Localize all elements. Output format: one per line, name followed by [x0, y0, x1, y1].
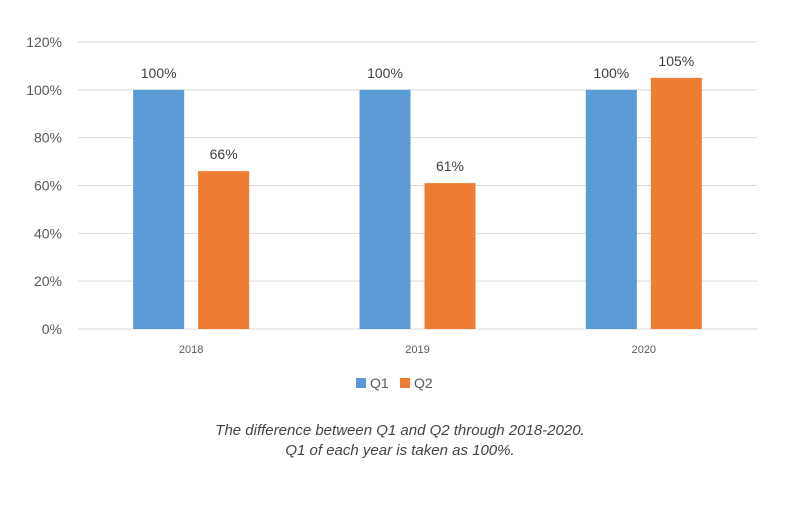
y-axis-ticks: 0% 20% 40% 60% 80% 100% 120% — [26, 34, 62, 337]
y-tick-label: 100% — [26, 82, 62, 98]
chart-caption-line-1: The difference between Q1 and Q2 through… — [215, 422, 585, 439]
data-labels: 100% 66% 100% 61% 100% 105% — [141, 53, 694, 174]
data-label: 66% — [210, 146, 238, 162]
legend-label-q1: Q1 — [370, 375, 389, 391]
x-axis-ticks: 2018 2019 2020 — [179, 344, 656, 356]
data-label: 61% — [436, 158, 464, 174]
bar-q2-2020 — [650, 77, 702, 329]
data-label: 105% — [658, 53, 694, 69]
data-label: 100% — [367, 65, 403, 81]
legend-swatch-q2 — [400, 378, 410, 388]
bar-q2-2018 — [198, 171, 250, 329]
bar-q1-2019 — [359, 89, 411, 329]
y-tick-label: 120% — [26, 34, 62, 50]
y-tick-label: 40% — [34, 225, 62, 241]
y-tick-label: 0% — [42, 321, 62, 337]
bar-q1-2020 — [585, 89, 637, 329]
data-label: 100% — [141, 65, 177, 81]
bar-q1-2018 — [133, 89, 185, 329]
y-tick-label: 60% — [34, 178, 62, 194]
bar-chart: 0%20%40%60%80%100%120% 100%66%100%61%100… — [26, 34, 757, 391]
bar-q2-2019 — [424, 183, 476, 329]
x-tick-label: 2020 — [632, 344, 656, 356]
legend: Q1 Q2 — [356, 375, 433, 391]
chart-caption-line-2: Q1 of each year is taken as 100%. — [285, 442, 515, 459]
legend-label-q2: Q2 — [414, 375, 433, 391]
bars — [133, 77, 702, 329]
y-tick-label: 20% — [34, 273, 62, 289]
data-label: 100% — [593, 65, 629, 81]
x-tick-label: 2019 — [405, 344, 429, 356]
legend-swatch-q1 — [356, 378, 366, 388]
gridlines — [78, 41, 757, 330]
y-tick-label: 80% — [34, 130, 62, 146]
x-tick-label: 2018 — [179, 344, 203, 356]
